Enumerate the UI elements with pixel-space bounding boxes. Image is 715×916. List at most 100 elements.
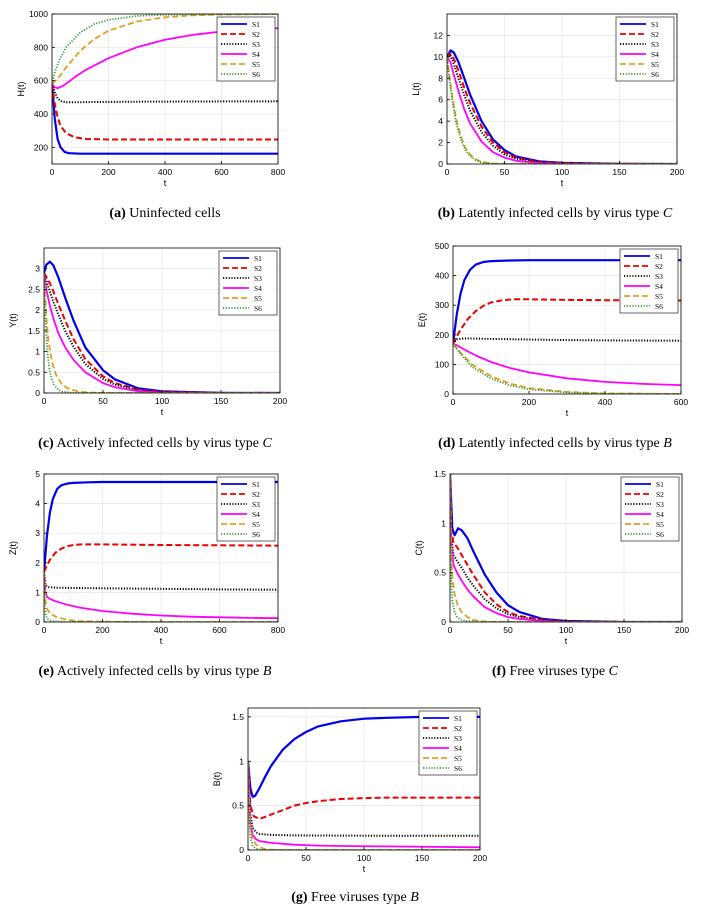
legend-label-s4: S4 — [651, 50, 659, 59]
legend-label-s6: S6 — [454, 764, 462, 773]
panel-e: 0 200 400 600 800 0 1 2 3 4 5 t Z(t) S1 S2 S3 S4 S5 S6 — [0, 466, 295, 656]
legend-label-s2: S2 — [454, 724, 462, 733]
series-line-s3 — [453, 337, 681, 345]
legend-label-s4: S4 — [655, 282, 663, 291]
caption-a: (a) Uninfected cells — [20, 206, 310, 222]
legend-label-s1: S1 — [254, 254, 262, 263]
legend-label-s4: S4 — [254, 284, 262, 293]
legend-label-s3: S3 — [254, 274, 262, 283]
y-tick-label: 1 — [239, 756, 244, 766]
x-tick-label: 600 — [212, 625, 226, 635]
legend-label-s3: S3 — [454, 734, 462, 743]
legend-label-s3: S3 — [651, 40, 659, 49]
series-line-s5 — [450, 474, 682, 622]
caption-italic: C — [262, 436, 272, 451]
series-line-s2 — [44, 543, 278, 573]
caption-text: Actively infected cells by virus type — [56, 436, 263, 451]
y-tick-label: 500 — [435, 241, 449, 251]
chart-actively-infected-c: 0 50 100 150 200 0 0.5 1 1.5 2 2.5 3 t Y(t) S1S2S3S4S5… — [8, 247, 287, 417]
x-axis-label: t — [161, 407, 164, 417]
y-tick-label: 1.5 — [28, 326, 40, 336]
x-tick-label: 0 — [445, 167, 450, 177]
legend-label-s5: S5 — [656, 520, 664, 529]
y-tick-label: 1 — [35, 587, 40, 597]
y-tick-label: 400 — [34, 109, 48, 119]
series-group — [44, 260, 280, 393]
x-tick-label: 200 — [675, 625, 689, 635]
legend-label-s5: S5 — [252, 60, 260, 69]
series-line-s1 — [453, 259, 681, 344]
y-tick-label: 10 — [434, 52, 444, 62]
x-tick-label: 0 — [42, 625, 47, 635]
legend-label-s3: S3 — [252, 500, 260, 509]
series-line-s6 — [52, 14, 278, 85]
x-tick-label: 0 — [246, 853, 251, 863]
y-tick-label: 2 — [438, 138, 443, 148]
x-tick-label: 200 — [95, 625, 109, 635]
x-tick-label: 200 — [670, 167, 684, 177]
caption-label: (f) — [492, 664, 506, 679]
legend-label-s2: S2 — [655, 262, 663, 271]
x-axis-label: t — [164, 178, 167, 188]
x-axis-label: t — [561, 178, 564, 188]
y-tick-label: 3 — [35, 528, 40, 538]
y-tick-label: 1 — [441, 518, 446, 528]
legend-label-s4: S4 — [656, 510, 664, 519]
series-group — [248, 715, 480, 850]
legend-label-s4: S4 — [252, 50, 260, 59]
series-line-s6 — [453, 343, 681, 394]
series-line-s1 — [44, 480, 278, 572]
caption-text: Uninfected cells — [129, 206, 221, 221]
x-axis-label: t — [565, 636, 568, 646]
legend-label-s3: S3 — [656, 500, 664, 509]
y-tick-label: 200 — [34, 142, 48, 152]
legend-box — [620, 476, 680, 542]
x-tick-label: 50 — [503, 625, 513, 635]
x-tick-label: 200 — [101, 167, 115, 177]
y-tick-label: 300 — [435, 300, 449, 310]
y-tick-label: 6 — [438, 95, 443, 105]
caption-g: (g) Free viruses type B — [200, 890, 510, 906]
chart-latently-infected-b: 0 200 400 6000100200300400500tE(t)S1S2S3S4S… — [417, 241, 688, 418]
caption-italic: C — [662, 206, 673, 221]
x-tick-label: 800 — [271, 167, 285, 177]
y-axis-label: L(t) — [411, 82, 421, 96]
legend-box — [216, 16, 276, 82]
legend-label-s1: S1 — [651, 20, 659, 29]
series-group — [44, 480, 278, 622]
x-tick-label: 150 — [612, 167, 626, 177]
legend-box — [218, 250, 278, 316]
series-line-s3 — [52, 83, 278, 104]
caption-label: (d) — [438, 436, 456, 451]
legend-label-s6: S6 — [252, 530, 260, 539]
series-line-s2 — [453, 298, 681, 345]
caption-d: (d) Latently infected cells by virus typ… — [395, 436, 715, 452]
y-tick-label: 0.5 — [434, 568, 446, 578]
caption-text: Latently infected cells by virus type — [458, 206, 663, 221]
series-group — [447, 49, 677, 164]
legend-label-s1: S1 — [656, 480, 664, 489]
x-tick-label: 400 — [154, 625, 168, 635]
y-tick-label: 2 — [35, 305, 40, 315]
legend-label-s4: S4 — [454, 744, 462, 753]
series-line-s2 — [44, 272, 280, 393]
y-tick-label: 200 — [435, 330, 449, 340]
series-line-s1 — [44, 260, 280, 393]
series-line-s6 — [44, 571, 278, 622]
y-tick-label: 400 — [435, 271, 449, 281]
series-line-s6 — [44, 272, 280, 393]
series-line-s6 — [248, 761, 480, 850]
y-tick-label: 0 — [35, 617, 40, 627]
series-line-s3 — [450, 474, 682, 622]
caption-f: (f) Free viruses type C — [395, 664, 715, 680]
x-tick-label: 50 — [301, 853, 311, 863]
panel-a: 0 200 400 600 800 200 400 600 800 1000 t H(t) S1 S2 S3… — [0, 4, 290, 194]
caption-b: (b) Latently infected cells by virus typ… — [395, 206, 715, 222]
caption-text: Free viruses type — [509, 664, 609, 679]
y-tick-label: 1 — [35, 347, 40, 357]
series-line-s3 — [44, 272, 280, 393]
legend-label-s2: S2 — [252, 30, 260, 39]
